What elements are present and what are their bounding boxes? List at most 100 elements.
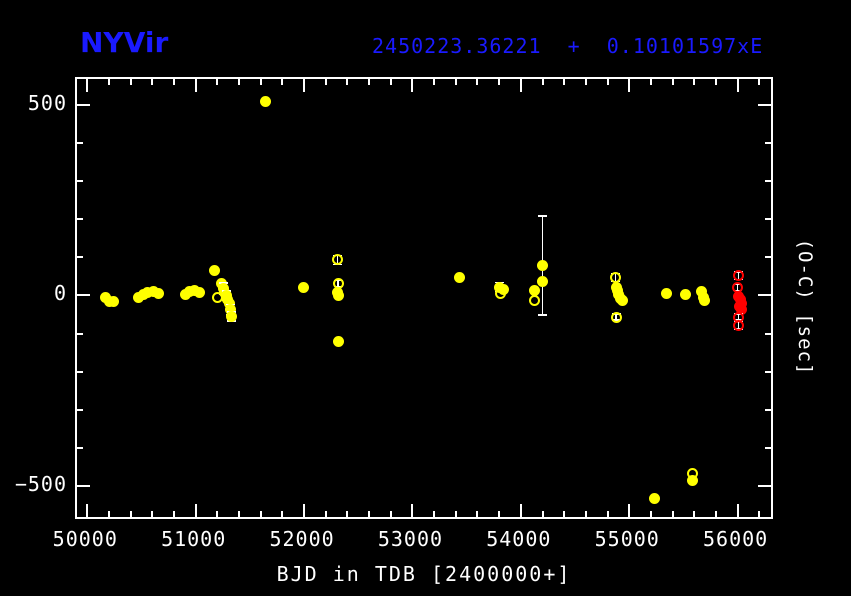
y-tick [77, 180, 83, 183]
data-point-yellow-filled-minima [699, 294, 711, 306]
data-point-yellow-filled-minima [152, 288, 164, 300]
x-tick [541, 79, 544, 85]
y-tick [77, 332, 83, 335]
data-point-yellow-filled-minima [209, 265, 221, 277]
x-tick [498, 79, 501, 85]
x-tick [259, 511, 262, 517]
data-point-yellow-filled-minima [696, 286, 708, 298]
x-tick [281, 79, 284, 85]
x-tick [433, 79, 436, 85]
x-tick [259, 79, 262, 85]
y-tick [765, 332, 771, 335]
x-tick [216, 79, 219, 85]
x-tick [129, 79, 132, 85]
data-point-red-open-minima [732, 281, 744, 293]
data-point-yellow-open-minima [332, 278, 344, 290]
data-point-red-filled-minima [735, 304, 747, 316]
plot-title: NYVir [80, 26, 169, 59]
data-point-red-open-minima [733, 319, 745, 331]
data-point-yellow-filled-minima [223, 298, 235, 310]
y-tick [77, 484, 90, 487]
x-tick [454, 79, 457, 85]
x-tick [498, 511, 501, 517]
data-point-yellow-filled-minima [224, 304, 236, 316]
y-tick [77, 370, 83, 373]
x-axis-title: BJD in TDB [2400000+] [276, 562, 572, 586]
ephemeris-label: 2450223.36221 + 0.10101597xE [372, 34, 764, 58]
x-tick [389, 79, 392, 85]
x-tick [368, 511, 371, 517]
plot-frame [75, 77, 773, 519]
x-tick [476, 79, 479, 85]
x-tick [303, 504, 306, 517]
data-point-yellow-open-minima [332, 254, 344, 266]
data-point-yellow-open-minima [686, 468, 698, 480]
data-point-yellow-filled-minima [661, 288, 673, 300]
data-point-yellow-open-minima [494, 288, 506, 300]
data-point-yellow-open-minima [211, 291, 223, 303]
x-tick-label: 50000 [52, 527, 118, 551]
x-tick [173, 511, 175, 517]
data-point-yellow-filled-minima [332, 336, 344, 348]
y-tick [77, 142, 83, 144]
data-point-yellow-filled-minima [333, 289, 345, 301]
data-point-yellow-filled-minima [298, 281, 310, 293]
data-point-yellow-filled-minima [680, 288, 692, 300]
x-tick [649, 79, 652, 85]
y-tick [765, 256, 771, 259]
data-point-yellow-filled-minima [686, 475, 698, 487]
x-tick-label: 51000 [161, 527, 227, 551]
y-tick [765, 218, 771, 221]
x-tick [606, 511, 609, 517]
data-point-red-open-minima [733, 270, 745, 282]
x-tick [368, 79, 371, 85]
y-tick-label: 500 [27, 90, 67, 115]
data-point-yellow-filled-minima [454, 272, 466, 284]
x-tick [584, 79, 587, 85]
x-tick [346, 511, 349, 517]
data-point-yellow-open-minima [610, 311, 622, 323]
x-tick [281, 511, 284, 517]
data-point-yellow-filled-minima [108, 296, 120, 308]
data-point-yellow-open-minima [528, 294, 540, 306]
y-tick [77, 103, 90, 106]
x-tick [519, 504, 522, 517]
x-tick [541, 511, 544, 517]
data-point-yellow-filled-minima [648, 493, 660, 505]
x-tick [346, 79, 349, 85]
y-tick-label: 0 [53, 281, 67, 306]
x-tick [86, 79, 89, 92]
x-tick [129, 511, 132, 517]
x-tick [736, 504, 739, 517]
y-tick [758, 294, 771, 297]
x-tick [563, 511, 566, 517]
x-tick [714, 511, 717, 517]
x-tick [628, 79, 631, 92]
x-tick [693, 511, 696, 517]
x-tick [628, 504, 631, 517]
x-tick-label: 53000 [377, 527, 444, 551]
x-tick [736, 79, 739, 92]
y-tick-label: −500 [14, 471, 67, 496]
y-tick [758, 103, 771, 106]
data-point-yellow-open-minima [610, 272, 622, 284]
y-tick [765, 180, 771, 183]
y-tick [765, 446, 771, 449]
data-point-yellow-filled-minima [537, 276, 548, 288]
y-axis-title: (O-C) [sec] [794, 238, 816, 376]
x-tick-label: 54000 [486, 527, 552, 551]
x-tick [411, 504, 414, 517]
data-point-yellow-filled-minima [193, 286, 205, 298]
data-point-yellow-filled-minima [616, 295, 628, 307]
x-tick [194, 79, 197, 92]
x-tick [693, 79, 696, 85]
y-tick [77, 408, 83, 411]
x-tick-label: 55000 [594, 527, 660, 551]
y-tick [765, 408, 771, 411]
x-tick [107, 511, 110, 517]
x-tick [324, 511, 327, 517]
x-tick [671, 511, 674, 517]
x-tick [216, 511, 219, 517]
x-tick [476, 511, 479, 517]
